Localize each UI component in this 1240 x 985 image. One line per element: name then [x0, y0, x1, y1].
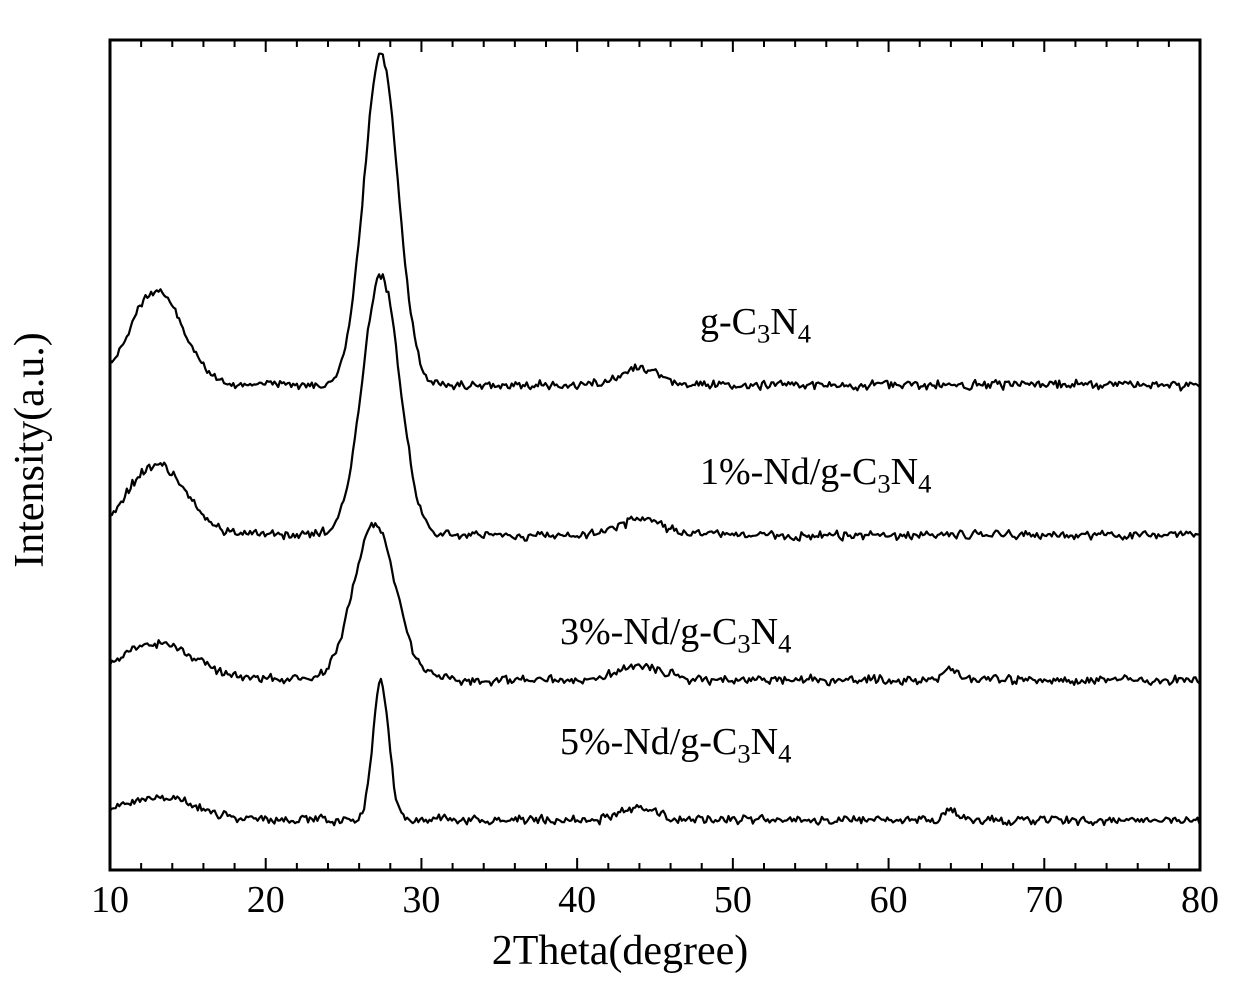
- series-label-5%-Nd/g-C3N4: 5%-Nd/g-C3N4: [560, 720, 791, 770]
- xrd-chart: Intensity(a.u.) 2Theta(degree) 10 20 30 40 5…: [0, 0, 1240, 985]
- x-tick-label: 50: [714, 878, 752, 922]
- series-label-3%-Nd/g-C3N4: 3%-Nd/g-C3N4: [560, 610, 791, 660]
- x-tick-label: 10: [91, 878, 129, 922]
- x-tick-label: 70: [1025, 878, 1063, 922]
- x-tick-label: 20: [247, 878, 285, 922]
- y-axis-label: Intensity(a.u.): [6, 332, 54, 568]
- x-axis-label: 2Theta(degree): [492, 927, 749, 975]
- x-tick-label: 30: [402, 878, 440, 922]
- x-tick-label: 80: [1181, 878, 1219, 922]
- series-label-g-C3N4: g-C3N4: [700, 300, 811, 350]
- plot-svg: [0, 0, 1240, 985]
- x-tick-label: 40: [558, 878, 596, 922]
- series-label-1%-Nd/g-C3N4: 1%-Nd/g-C3N4: [700, 450, 931, 500]
- x-tick-label: 60: [870, 878, 908, 922]
